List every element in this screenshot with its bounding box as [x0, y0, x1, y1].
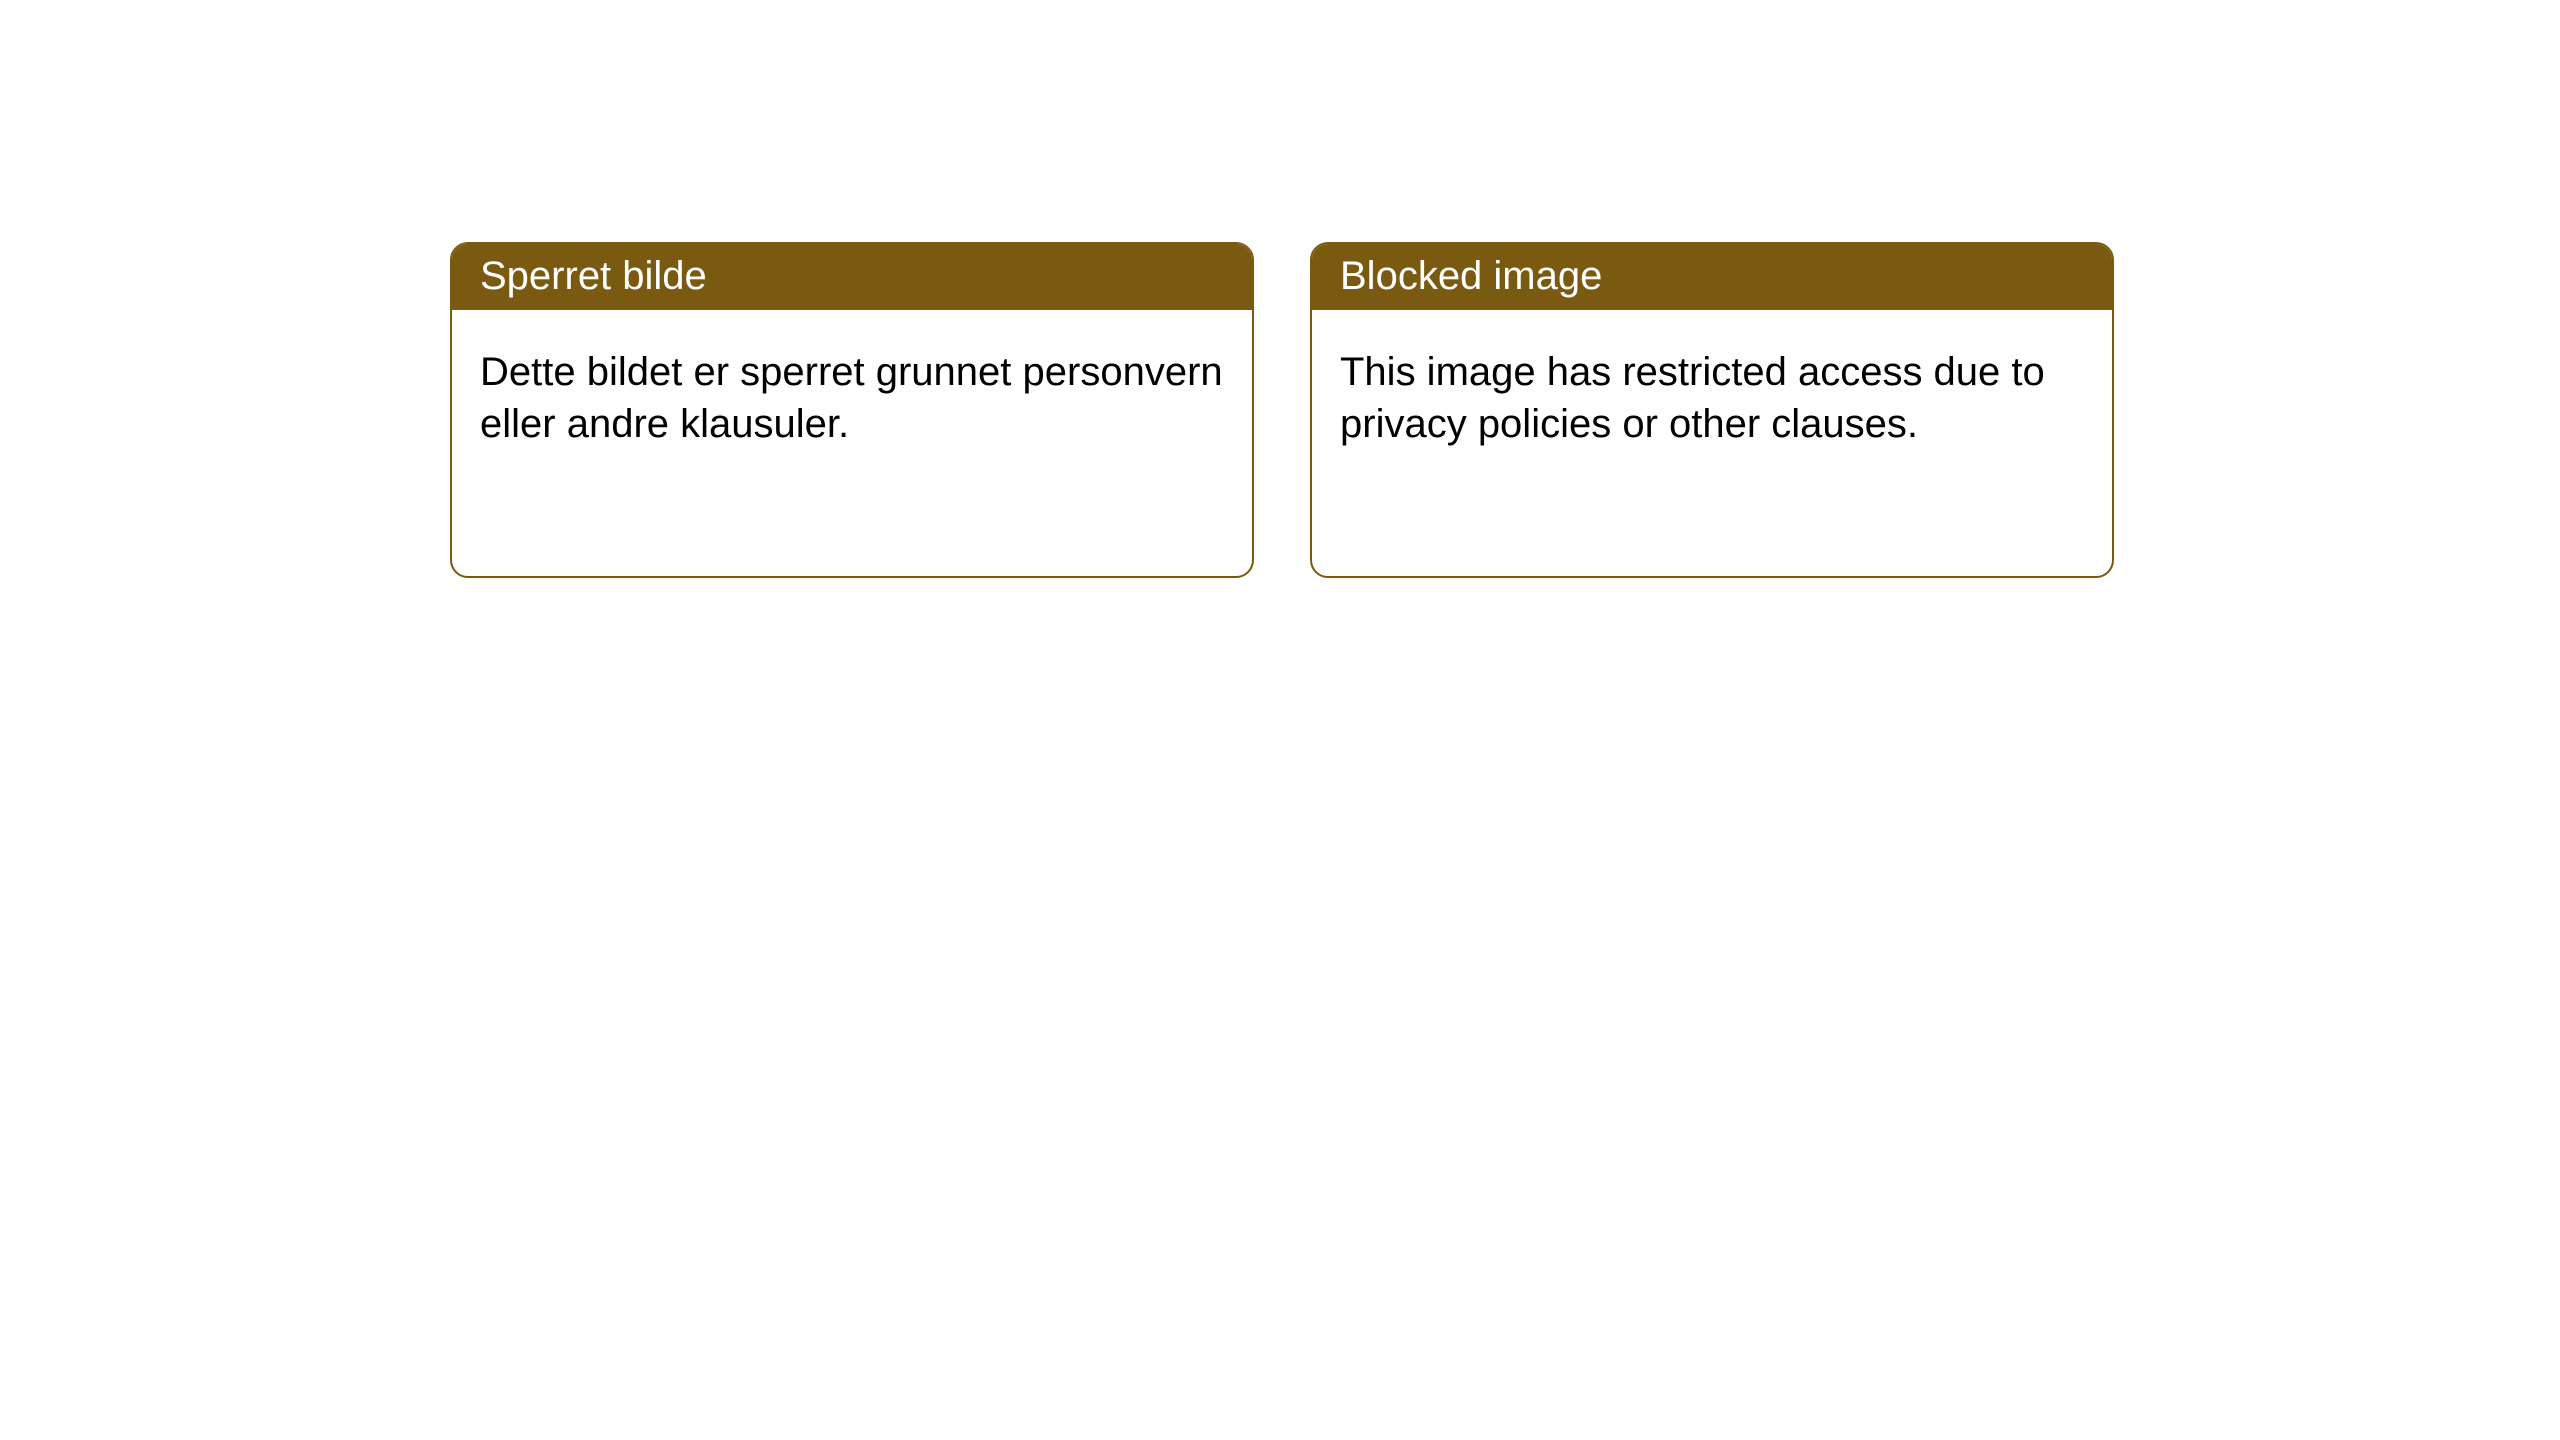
- card-body: This image has restricted access due to …: [1312, 310, 2112, 486]
- notice-card-norwegian: Sperret bilde Dette bildet er sperret gr…: [450, 242, 1254, 578]
- notice-card-row: Sperret bilde Dette bildet er sperret gr…: [0, 0, 2560, 578]
- notice-card-english: Blocked image This image has restricted …: [1310, 242, 2114, 578]
- card-title: Blocked image: [1312, 244, 2112, 310]
- card-title: Sperret bilde: [452, 244, 1252, 310]
- card-body: Dette bildet er sperret grunnet personve…: [452, 310, 1252, 486]
